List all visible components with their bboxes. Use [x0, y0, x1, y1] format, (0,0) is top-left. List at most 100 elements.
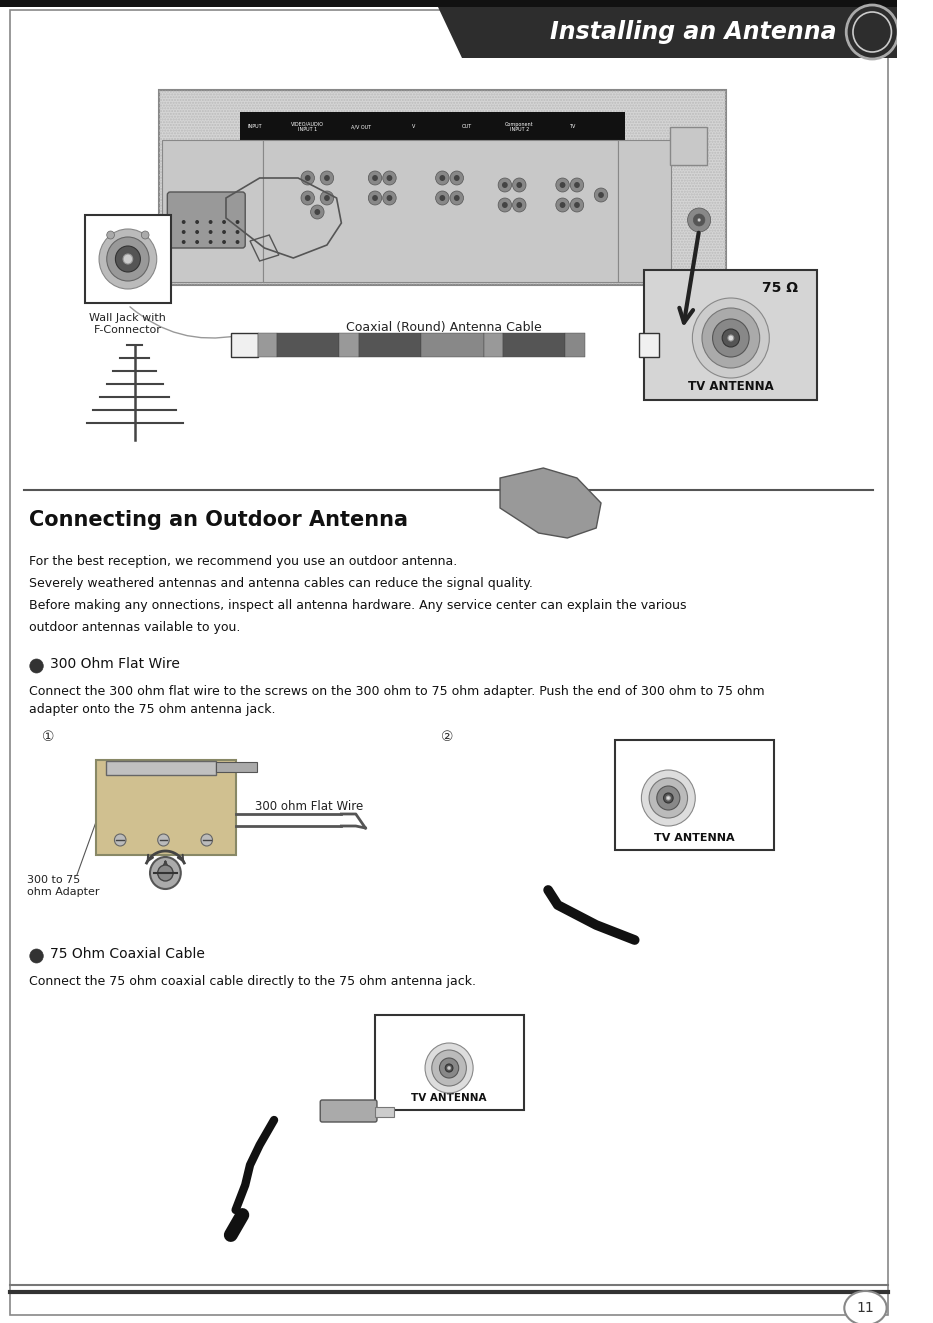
Circle shape [641, 770, 695, 826]
Circle shape [663, 792, 673, 803]
Circle shape [314, 209, 320, 216]
FancyBboxPatch shape [96, 759, 236, 855]
Circle shape [305, 194, 311, 201]
Circle shape [498, 179, 511, 192]
Bar [258, 333, 277, 357]
Circle shape [512, 179, 526, 192]
Bar [503, 333, 565, 357]
Circle shape [116, 246, 140, 273]
Text: TV: TV [569, 124, 576, 130]
Bar [230, 333, 258, 357]
Circle shape [383, 171, 397, 185]
Bar [565, 333, 585, 357]
Bar [340, 333, 358, 357]
Circle shape [222, 220, 226, 224]
Circle shape [236, 220, 240, 224]
Circle shape [236, 239, 240, 243]
Circle shape [30, 949, 43, 963]
Text: INPUT: INPUT [247, 124, 262, 130]
Circle shape [195, 239, 199, 243]
Text: Installing an Antenna: Installing an Antenna [550, 20, 837, 44]
Circle shape [498, 198, 511, 212]
Text: For the best reception, we recommend you use an outdoor antenna.: For the best reception, we recommend you… [29, 556, 457, 568]
Circle shape [570, 179, 584, 192]
Text: 300 to 75
ohm Adapter: 300 to 75 ohm Adapter [27, 875, 100, 897]
Text: outdoor antennas vailable to you.: outdoor antennas vailable to you. [29, 620, 240, 634]
Circle shape [516, 183, 522, 188]
Circle shape [439, 175, 445, 181]
Circle shape [594, 188, 607, 202]
Text: ②: ② [441, 730, 453, 744]
Circle shape [436, 191, 449, 205]
Bar [216, 762, 257, 773]
Circle shape [222, 239, 226, 243]
Text: Wall Jack with
F-Connector: Wall Jack with F-Connector [90, 314, 166, 335]
Circle shape [516, 202, 522, 208]
Bar [619, 140, 671, 282]
Circle shape [439, 194, 445, 201]
Circle shape [693, 214, 704, 226]
Circle shape [436, 171, 449, 185]
Text: Coaxial (Round) Antenna Cable: Coaxial (Round) Antenna Cable [346, 321, 542, 333]
Text: 75 Ohm Coaxial Cable: 75 Ohm Coaxial Cable [50, 947, 205, 960]
Text: OUT: OUT [461, 124, 471, 130]
Circle shape [598, 192, 604, 198]
Circle shape [195, 230, 199, 234]
Text: 300 Ohm Flat Wire: 300 Ohm Flat Wire [50, 658, 180, 671]
Text: V: V [411, 124, 415, 130]
Circle shape [502, 183, 508, 188]
Bar [161, 140, 262, 282]
Circle shape [301, 171, 314, 185]
Bar [358, 333, 421, 357]
Circle shape [692, 298, 770, 378]
Circle shape [386, 194, 393, 201]
Circle shape [209, 230, 213, 234]
Ellipse shape [844, 1291, 886, 1323]
Circle shape [386, 175, 393, 181]
Circle shape [182, 239, 186, 243]
Circle shape [123, 254, 132, 265]
Circle shape [445, 1064, 453, 1072]
Circle shape [450, 171, 464, 185]
Polygon shape [438, 7, 898, 58]
Circle shape [666, 796, 670, 800]
Circle shape [324, 175, 330, 181]
Circle shape [560, 183, 565, 188]
Circle shape [383, 191, 397, 205]
Text: 75 Ω: 75 Ω [762, 280, 798, 295]
Circle shape [150, 857, 181, 889]
Circle shape [560, 202, 565, 208]
Polygon shape [500, 468, 601, 538]
Text: TV ANTENNA: TV ANTENNA [688, 380, 773, 393]
Circle shape [453, 194, 460, 201]
Text: A/V OUT: A/V OUT [351, 124, 370, 130]
Text: 11: 11 [856, 1301, 874, 1315]
Circle shape [657, 786, 680, 810]
Circle shape [450, 191, 464, 205]
Circle shape [115, 833, 126, 845]
Bar [645, 270, 817, 400]
Circle shape [311, 205, 324, 220]
Bar [105, 761, 216, 775]
Bar [421, 333, 483, 357]
Circle shape [702, 308, 759, 368]
Text: VIDEO/AUDIO
INPUT 1: VIDEO/AUDIO INPUT 1 [291, 122, 325, 132]
Bar [483, 333, 503, 357]
Circle shape [30, 659, 43, 673]
Text: ①: ① [42, 730, 54, 744]
Circle shape [713, 319, 749, 357]
Circle shape [99, 229, 157, 288]
Circle shape [320, 171, 334, 185]
Circle shape [106, 237, 149, 280]
Text: 300 ohm Flat Wire: 300 ohm Flat Wire [255, 800, 363, 814]
Circle shape [201, 833, 213, 845]
Circle shape [158, 865, 174, 881]
Circle shape [182, 220, 186, 224]
Circle shape [209, 239, 213, 243]
Polygon shape [0, 0, 898, 7]
Circle shape [372, 175, 378, 181]
Text: Connect the 300 ohm flat wire to the screws on the 300 ohm to 75 ohm adapter. Pu: Connect the 300 ohm flat wire to the scr… [29, 685, 764, 699]
Text: Connecting an Outdoor Antenna: Connecting an Outdoor Antenna [29, 509, 408, 531]
Circle shape [846, 5, 898, 60]
Bar [85, 216, 171, 303]
